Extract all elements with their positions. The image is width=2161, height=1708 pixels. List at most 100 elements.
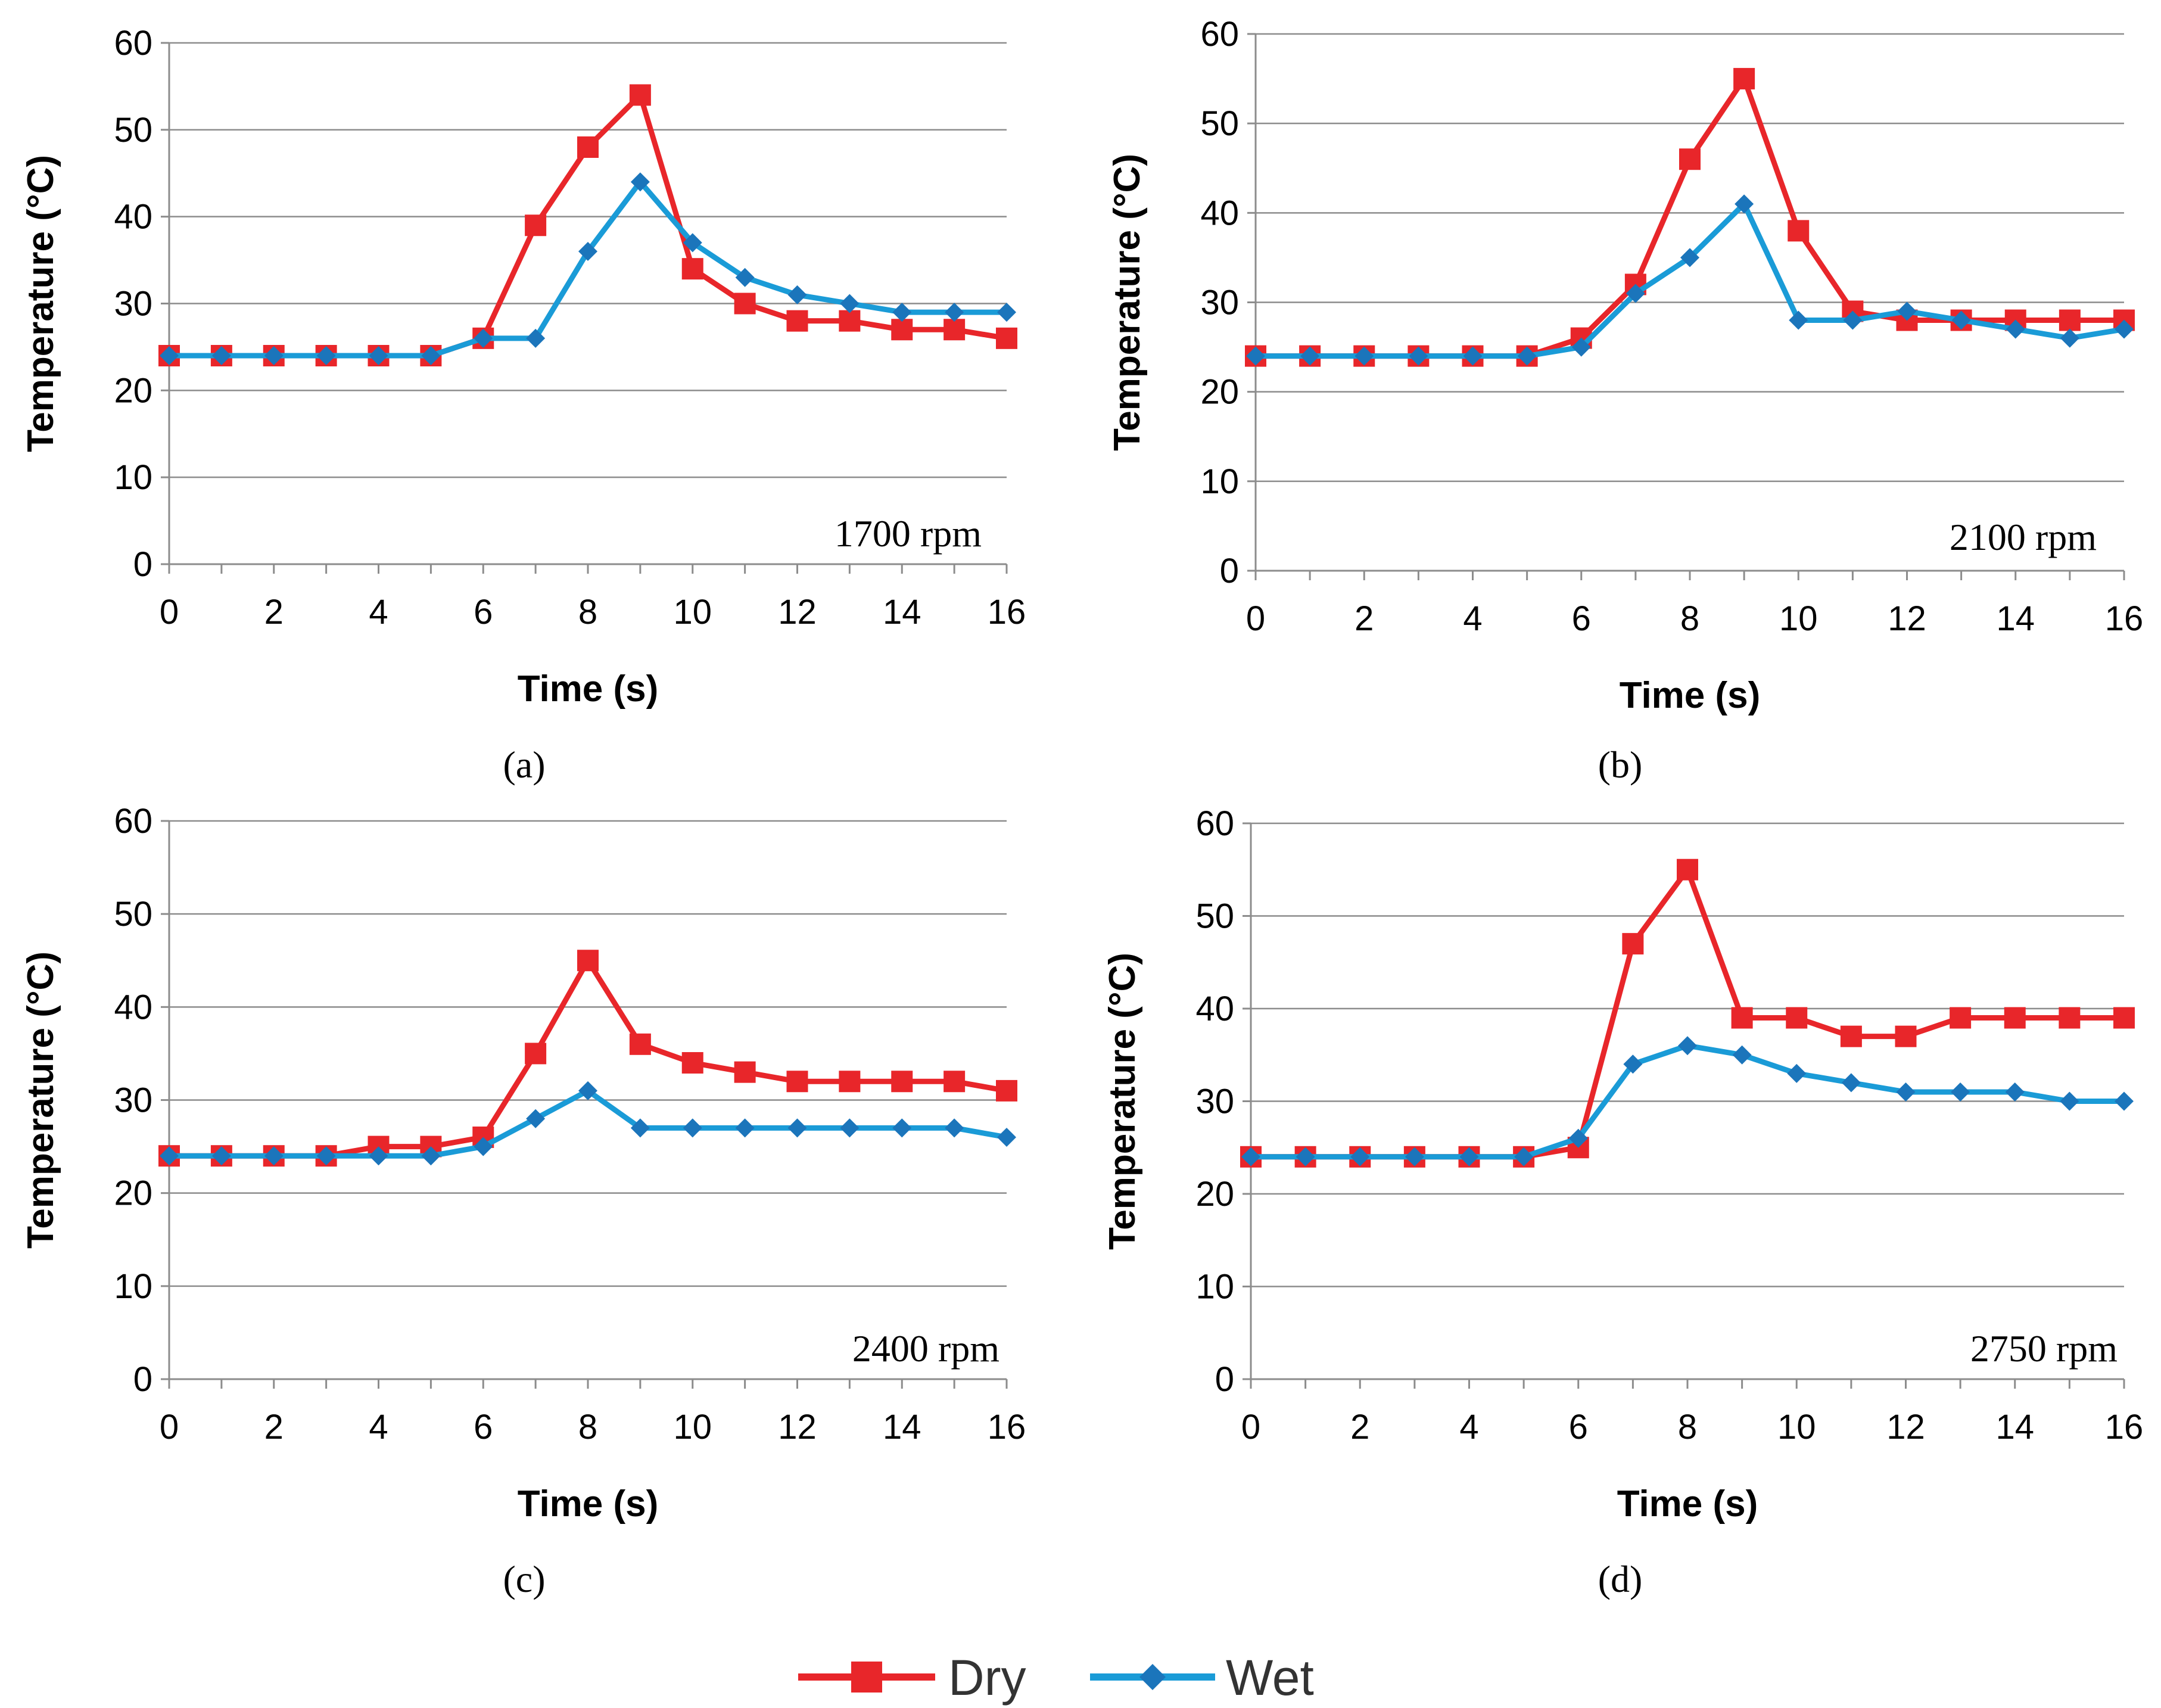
x-tick-label: 6 [474, 593, 493, 631]
series-line-dry [1251, 867, 2124, 1160]
data-point-wet [683, 233, 702, 253]
data-point-wet [1409, 346, 1428, 366]
panel-label: (d) [1598, 1558, 1643, 1600]
y-tick-label: 60 [1195, 804, 1234, 843]
x-tick-label: 2 [1354, 599, 1374, 638]
x-tick-label: 16 [2105, 1408, 2144, 1446]
data-point-wet [1897, 301, 1917, 321]
rpm-annotation: 2400 rpm [852, 1327, 999, 1370]
data-point-dry [2113, 1007, 2135, 1029]
x-tick-label: 4 [1459, 1408, 1478, 1446]
data-point-wet [787, 1118, 807, 1138]
x-tick-label: 4 [369, 593, 388, 631]
legend: Dry Wet [798, 1650, 1314, 1706]
data-point-wet [369, 1146, 388, 1166]
data-point-wet [1732, 1045, 1752, 1065]
data-point-wet [840, 294, 860, 313]
series-line-wet [169, 179, 1007, 359]
x-tick-label: 8 [578, 1408, 597, 1446]
series-wet [1241, 1036, 2134, 1166]
data-point-wet [1843, 310, 1863, 330]
data-point-wet [630, 1118, 650, 1138]
series-dry [158, 84, 1017, 366]
x-tick-label: 14 [883, 593, 921, 631]
x-tick-label: 10 [673, 593, 712, 631]
rpm-annotation: 2750 rpm [1970, 1327, 2118, 1370]
x-tick-label: 16 [988, 1408, 1026, 1446]
data-point-wet [945, 303, 964, 322]
x-tick-label: 10 [673, 1408, 712, 1446]
data-point-dry [891, 1071, 913, 1093]
y-tick-label: 0 [133, 545, 152, 584]
data-point-wet [1463, 346, 1483, 366]
series-line-dry [1256, 76, 2124, 359]
legend-marker-diamond [1139, 1664, 1166, 1690]
chart-panel-d: 0 10 20 30 40 50 60 0 2 4 6 8 10 12 14 16 Time (s) Temper… [1102, 804, 2143, 1600]
data-point-wet [160, 346, 179, 365]
data-point-dry [1786, 1007, 1808, 1029]
series-line-wet [1256, 201, 2125, 359]
x-tick-label: 8 [1678, 1408, 1697, 1446]
data-point-dry [1733, 68, 1755, 90]
y-tick-label: 20 [114, 371, 152, 410]
data-point-wet [1951, 310, 1971, 330]
data-point-wet [1517, 346, 1537, 366]
y-tick-label: 50 [1200, 104, 1239, 143]
data-point-dry [629, 1033, 651, 1055]
data-point-wet [1241, 1147, 1260, 1166]
data-point-dry [1840, 1025, 1862, 1047]
x-tick-label: 10 [1779, 599, 1818, 638]
data-point-wet [630, 172, 650, 192]
data-point-wet [2115, 319, 2134, 339]
data-point-wet [1678, 1036, 1697, 1056]
data-point-dry [629, 84, 651, 106]
y-tick-label: 20 [1195, 1175, 1234, 1214]
data-point-dry [681, 258, 703, 280]
data-point-wet [2006, 319, 2025, 339]
y-tick-label: 30 [114, 285, 152, 323]
data-point-wet [369, 346, 388, 365]
data-point-dry [1895, 1025, 1917, 1047]
data-point-wet [421, 1146, 441, 1166]
y-tick-label: 20 [1200, 373, 1239, 412]
data-point-dry [1950, 1007, 1972, 1029]
x-axis-title: Time (s) [518, 1483, 659, 1525]
data-point-wet [1735, 194, 1754, 214]
x-tick-label: 4 [1463, 599, 1482, 638]
data-point-wet [578, 1081, 597, 1100]
y-tick-label: 0 [1220, 552, 1239, 590]
data-point-dry [525, 1043, 547, 1065]
data-point-wet [1459, 1147, 1479, 1166]
x-tick-label: 12 [778, 1408, 817, 1446]
data-point-wet [997, 1127, 1016, 1147]
y-tick-label: 60 [1200, 15, 1239, 54]
rpm-annotation: 1700 rpm [834, 512, 982, 555]
y-tick-label: 40 [114, 988, 152, 1026]
chart-panel-c: 0 10 20 30 40 50 60 0 2 4 6 8 10 12 14 16 Time (s) Temper… [20, 802, 1026, 1600]
data-point-wet [1951, 1082, 1970, 1102]
data-point-dry [734, 1061, 756, 1083]
y-tick-label: 50 [1195, 897, 1234, 936]
data-point-wet [1246, 346, 1265, 366]
data-point-dry [1622, 933, 1644, 955]
data-point-dry [2059, 309, 2081, 331]
chart-panel-a: 0 10 20 30 40 50 60 0 2 4 6 8 10 12 14 16 Time (s) Temper… [20, 24, 1026, 786]
y-tick-label: 0 [133, 1360, 152, 1399]
data-point-dry [681, 1052, 703, 1074]
x-tick-label: 2 [264, 1408, 284, 1446]
y-tick-label: 0 [1215, 1360, 1234, 1399]
y-tick-label: 60 [114, 24, 152, 63]
data-point-wet [2115, 1091, 2134, 1111]
data-point-wet [735, 1118, 755, 1138]
data-point-wet [211, 1146, 231, 1166]
data-point-dry [1731, 1007, 1753, 1029]
y-tick-label: 10 [1195, 1268, 1234, 1306]
x-axis-title: Time (s) [1617, 1483, 1758, 1525]
legend-label: Wet [1226, 1650, 1314, 1706]
data-point-wet [474, 328, 493, 348]
data-point-wet [997, 303, 1016, 322]
panel-label: (b) [1598, 743, 1643, 786]
series-dry [1245, 68, 2135, 367]
x-axis-title: Time (s) [1620, 675, 1761, 716]
data-point-wet [945, 1118, 964, 1138]
